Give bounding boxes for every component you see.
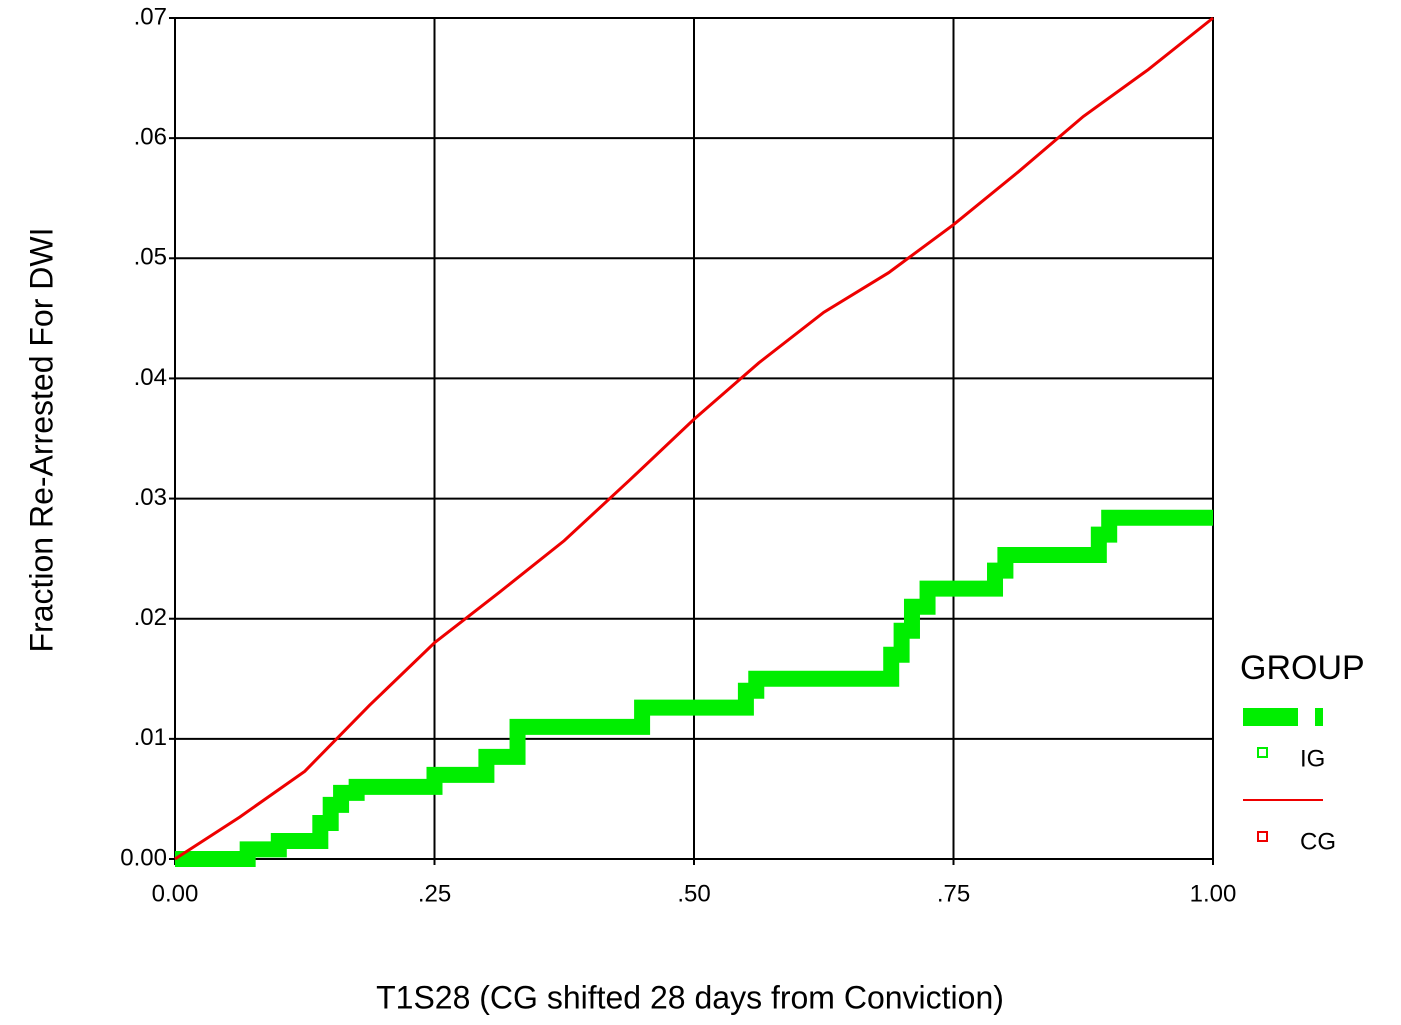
x-tick-label: .50 — [677, 880, 710, 907]
y-tick-label: .01 — [134, 724, 167, 751]
series-line — [175, 509, 1213, 867]
x-tick-label: 0.00 — [152, 880, 199, 907]
legend-label: IG — [1300, 745, 1325, 772]
y-axis-label: Fraction Re-Arrested For DWI — [23, 228, 59, 653]
y-tick-label: .05 — [134, 244, 167, 271]
legend-swatch — [1243, 708, 1298, 726]
legend-swatch — [1315, 708, 1323, 726]
y-tick-label: 0.00 — [120, 844, 167, 871]
y-tick-label: .02 — [134, 604, 167, 631]
legend-label: CG — [1300, 828, 1336, 855]
x-tick-label: .75 — [937, 880, 970, 907]
legend-title: GROUP — [1240, 649, 1365, 687]
x-tick-label: .25 — [418, 880, 451, 907]
y-tick-label: .06 — [134, 123, 167, 150]
y-tick-label: .03 — [134, 484, 167, 511]
x-axis-label: T1S28 (CG shifted 28 days from Convictio… — [376, 979, 1004, 1015]
legend-marker — [1257, 747, 1268, 758]
y-tick-label: .04 — [134, 364, 167, 391]
legend-marker — [1257, 831, 1268, 842]
series-line — [174, 16, 1214, 861]
y-tick-label: .07 — [134, 3, 167, 30]
x-tick-label: 1.00 — [1190, 880, 1237, 907]
plot-border — [174, 17, 1214, 860]
